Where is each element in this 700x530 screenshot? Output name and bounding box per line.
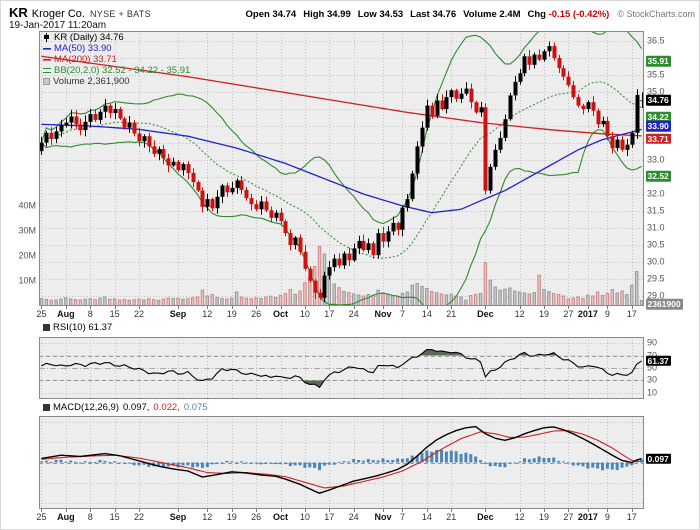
legend-volume-row: Volume 2,361,900 xyxy=(43,76,190,87)
volume-label: Volume xyxy=(463,9,497,20)
legend-bb-row: BB(20,2.0) 32.52 - 34.22 - 35.91 xyxy=(43,65,190,76)
legend-macd-label: MACD(12,26,9) xyxy=(53,402,119,413)
low-value: 34.53 xyxy=(379,9,404,20)
volume-value: 2.4M xyxy=(499,9,521,20)
company-name: Kroger Co. xyxy=(31,8,85,20)
datetime: 19-Jan-2017 11:20am xyxy=(9,20,107,31)
quote-strip: Open 34.74 High 34.99 Low 34.53 Last 34.… xyxy=(239,9,610,20)
macd-legend: MACD(12,26,9) 0.097, 0.022, 0.075 xyxy=(43,402,208,413)
open-value: 34.74 xyxy=(272,9,297,20)
legend-bb-label: BB(20,2.0) 32.52 - 34.22 - 35.91 xyxy=(54,65,191,76)
legend-price-row: KR (Daily) 34.76 xyxy=(43,32,190,43)
rsi-legend: RSI(10) 61.37 xyxy=(43,322,112,333)
legend-price-label: KR (Daily) 34.76 xyxy=(54,32,124,43)
high-value: 34.99 xyxy=(326,9,351,20)
quote-last: Last 34.76 xyxy=(410,9,456,20)
quote-volume: Volume 2.4M xyxy=(463,9,520,20)
macd-indicator-icon xyxy=(43,404,50,411)
macd-signal-value: 0.022, xyxy=(153,402,180,413)
legend-ma200-label: MA(200) 33.71 xyxy=(54,54,117,65)
quote-low: Low 34.53 xyxy=(358,9,403,20)
rsi-indicator-icon xyxy=(43,324,50,331)
exchange-name: NYSE + BATS xyxy=(89,9,151,19)
legend-rsi-row: RSI(10) 61.37 xyxy=(43,322,112,333)
price-legend: KR (Daily) 34.76 MA(50) 33.90 MA(200) 33… xyxy=(43,32,190,87)
legend-ma50-row: MA(50) 33.90 xyxy=(43,43,190,54)
ticker-symbol: KR xyxy=(9,5,28,20)
candlestick-icon xyxy=(43,33,51,42)
legend-ma50-label: MA(50) 33.90 xyxy=(54,43,112,54)
chart-header: KR Kroger Co. NYSE + BATS Open 34.74 Hig… xyxy=(9,5,695,20)
datetime-row: 19-Jan-2017 11:20am xyxy=(9,20,106,31)
ma50-line-icon xyxy=(43,44,51,53)
bollinger-line-icon xyxy=(43,66,51,75)
volume-icon xyxy=(43,78,50,85)
low-label: Low xyxy=(357,9,377,20)
legend-ma200-row: MA(200) 33.71 xyxy=(43,54,190,65)
macd-hist-value: 0.075 xyxy=(183,402,208,413)
chg-label: Chg xyxy=(527,9,546,20)
legend-rsi-label: RSI(10) 61.37 xyxy=(53,322,113,333)
quote-open: Open 34.74 xyxy=(246,9,297,20)
quote-high: High 34.99 xyxy=(303,9,351,20)
ma200-line-icon xyxy=(43,55,51,64)
legend-volume-label: Volume 2,361,900 xyxy=(53,76,130,87)
last-value: 34.76 xyxy=(432,9,457,20)
copyright: © StockCharts.com xyxy=(617,9,695,19)
chg-value: -0.15 (-0.42%) xyxy=(548,9,610,20)
high-label: High xyxy=(303,9,325,20)
last-label: Last xyxy=(410,9,430,20)
macd-value: 0.097, xyxy=(123,402,150,413)
quote-change: Chg -0.15 (-0.42%) xyxy=(528,9,610,20)
legend-macd-row: MACD(12,26,9) 0.097, 0.022, 0.075 xyxy=(43,402,208,413)
open-label: Open xyxy=(245,9,270,20)
